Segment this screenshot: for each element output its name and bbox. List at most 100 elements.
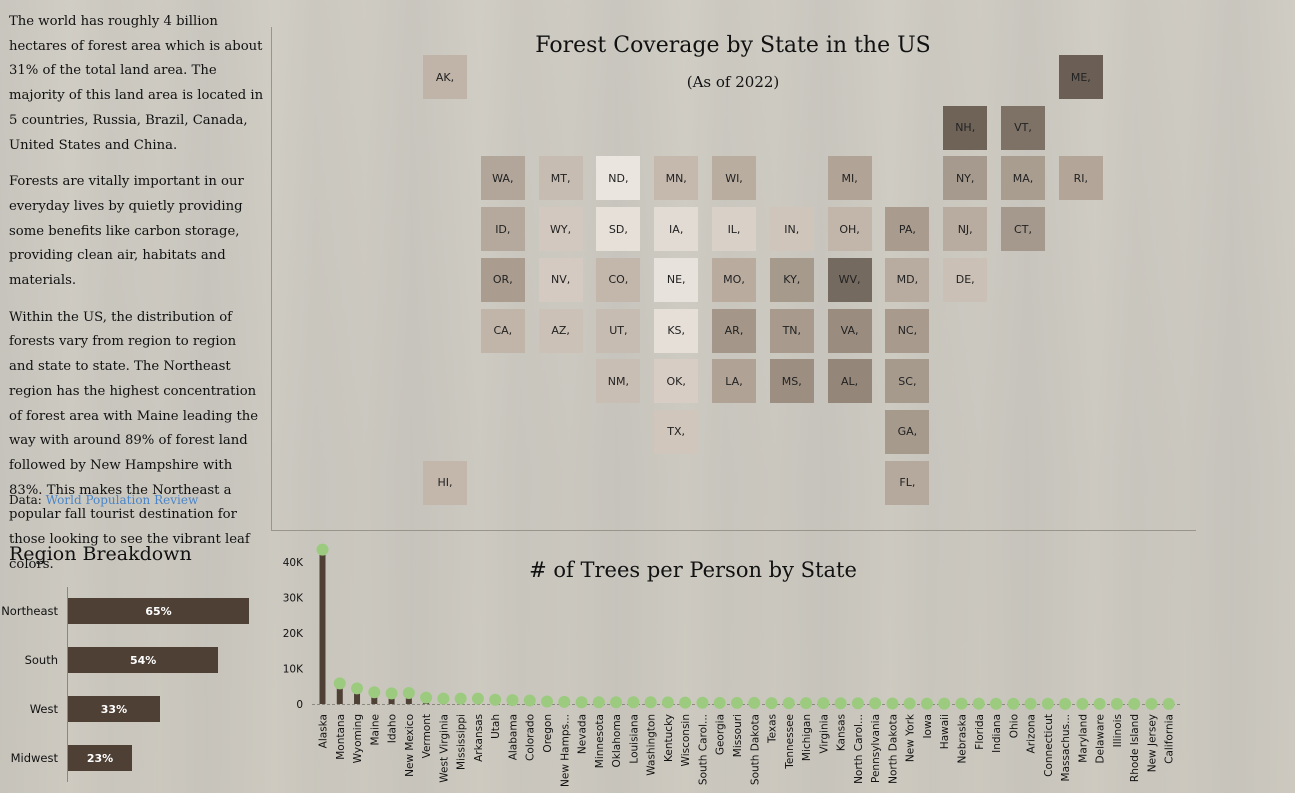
state-tile-ct[interactable]: CT, <box>1001 207 1045 252</box>
state-tile-or[interactable]: OR, <box>480 257 525 302</box>
x-tick-label: North Dakota <box>887 714 899 784</box>
state-tile-de[interactable]: DE, <box>943 257 988 302</box>
state-tile-va[interactable]: VA, <box>827 308 872 353</box>
x-tick-label: Hawaii <box>939 714 951 749</box>
region-axis <box>67 587 68 782</box>
lollipop-dot <box>1007 697 1020 710</box>
x-tick-label: Connecticut <box>1043 714 1055 777</box>
state-tile-co[interactable]: CO, <box>596 257 641 302</box>
x-tick-label: Georgia <box>715 714 727 755</box>
lollipop-dot <box>1024 697 1037 710</box>
x-tick-label: Wyoming <box>352 714 364 763</box>
state-tile-ut[interactable]: UT, <box>596 308 641 353</box>
state-tile-id[interactable]: ID, <box>480 207 525 252</box>
state-tile-wa[interactable]: WA, <box>480 156 525 201</box>
state-tile-ar[interactable]: AR, <box>712 308 756 353</box>
state-tile-hi[interactable]: HI, <box>423 460 467 505</box>
state-tile-tx[interactable]: TX, <box>654 409 699 454</box>
x-tick-label: California <box>1164 714 1176 764</box>
region-bar-south[interactable]: 54% <box>68 647 219 673</box>
state-tile-pa[interactable]: PA, <box>885 207 930 252</box>
state-tile-mo[interactable]: MO, <box>712 257 756 302</box>
intro-text: The world has roughly 4 billion hectares… <box>9 10 265 589</box>
lollipop-dot <box>592 696 605 709</box>
state-tile-nm[interactable]: NM, <box>596 359 641 404</box>
state-tile-ms[interactable]: MS, <box>769 359 814 404</box>
lollipop-dot <box>558 695 571 708</box>
state-tile-al[interactable]: AL, <box>827 359 872 404</box>
state-tile-ok[interactable]: OK, <box>654 359 699 404</box>
state-tile-nv[interactable]: NV, <box>538 257 583 302</box>
x-tick-label: Tennessee <box>784 714 796 770</box>
state-tile-il[interactable]: IL, <box>712 207 756 252</box>
state-tile-fl[interactable]: FL, <box>885 460 930 505</box>
state-tile-wv[interactable]: WV, <box>827 257 872 302</box>
state-tile-nh[interactable]: NH, <box>943 105 988 150</box>
x-tick-label: Colorado <box>525 714 537 761</box>
state-tile-ny[interactable]: NY, <box>943 156 988 201</box>
lollipop-dot <box>385 687 398 700</box>
x-tick-label: Idaho <box>387 714 399 743</box>
state-tile-ne[interactable]: NE, <box>654 257 699 302</box>
state-tile-ky[interactable]: KY, <box>769 257 814 302</box>
state-tile-ma[interactable]: MA, <box>1001 156 1045 201</box>
x-tick-label: Missouri <box>732 714 744 757</box>
state-tile-ca[interactable]: CA, <box>480 308 525 353</box>
region-title: Region Breakdown <box>9 543 192 565</box>
lollipop-dot <box>489 693 502 706</box>
x-tick-label: New Jersey <box>1146 714 1158 772</box>
state-tile-tn[interactable]: TN, <box>769 308 814 353</box>
lollipop-dot <box>351 682 364 695</box>
state-tile-mi[interactable]: MI, <box>827 156 872 201</box>
state-tile-ak[interactable]: AK, <box>423 55 467 99</box>
state-tile-sc[interactable]: SC, <box>885 359 930 404</box>
lollipop-dot <box>696 696 709 709</box>
x-tick-label: Montana <box>335 714 347 760</box>
lollipop-dot <box>1145 697 1158 710</box>
lollipop-dot <box>1059 697 1072 710</box>
lollipop-dot <box>679 696 692 709</box>
state-tile-wy[interactable]: WY, <box>538 207 583 252</box>
state-tile-oh[interactable]: OH, <box>827 207 872 252</box>
state-tile-in[interactable]: IN, <box>769 207 814 252</box>
lollipop-dot <box>506 694 519 707</box>
state-tile-ia[interactable]: IA, <box>654 207 699 252</box>
state-tile-mn[interactable]: MN, <box>654 156 699 201</box>
x-tick-label: Kansas <box>836 714 848 751</box>
x-tick-label: West Virginia <box>438 714 450 783</box>
state-tile-nd[interactable]: ND, <box>596 156 641 201</box>
state-tile-vt[interactable]: VT, <box>1001 105 1045 150</box>
x-tick-label: Vermont <box>421 714 433 758</box>
state-tile-az[interactable]: AZ, <box>538 308 583 353</box>
x-tick-label: Alabama <box>507 714 519 760</box>
lollipop-dot <box>730 696 743 709</box>
state-tile-la[interactable]: LA, <box>712 359 756 404</box>
x-tick-label: Louisiana <box>628 714 640 764</box>
divider-horizontal <box>271 530 1196 531</box>
state-tile-nc[interactable]: NC, <box>885 308 930 353</box>
state-tile-ri[interactable]: RI, <box>1058 156 1103 201</box>
state-tile-ga[interactable]: GA, <box>885 409 930 454</box>
lollipop-dot <box>1110 697 1123 710</box>
region-bar-midwest[interactable]: 23% <box>68 745 133 771</box>
lollipop-dot <box>1128 697 1141 710</box>
state-tile-md[interactable]: MD, <box>885 257 930 302</box>
state-tile-ks[interactable]: KS, <box>654 308 699 353</box>
x-tick-label: Delaware <box>1095 714 1107 763</box>
state-tile-mt[interactable]: MT, <box>538 156 583 201</box>
region-bar-northeast[interactable]: 65% <box>68 598 249 624</box>
x-tick-label: Michigan <box>801 714 813 761</box>
state-tile-wi[interactable]: WI, <box>712 156 756 201</box>
x-tick-label: Nevada <box>577 714 589 754</box>
region-bar-west[interactable]: 33% <box>68 696 160 722</box>
x-tick-label: Mississippi <box>456 714 468 770</box>
lollipop-stem <box>319 549 326 704</box>
state-tile-sd[interactable]: SD, <box>596 207 641 252</box>
x-tick-label: Maryland <box>1077 714 1089 763</box>
x-tick-label: Alaska <box>318 714 330 748</box>
x-tick-label: Illinois <box>1112 714 1124 747</box>
source-link[interactable]: World Population Review <box>45 493 199 507</box>
state-tile-me[interactable]: ME, <box>1058 55 1103 99</box>
lollipop-dot <box>903 697 916 710</box>
state-tile-nj[interactable]: NJ, <box>943 207 988 252</box>
